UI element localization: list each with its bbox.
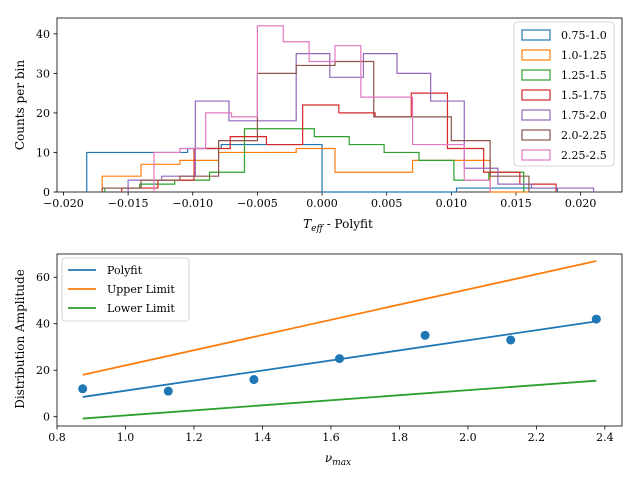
amplitude-x-tick-label: 1.6	[322, 431, 340, 444]
amplitude-y-ticks: 0 20 40 60	[36, 271, 57, 424]
amplitude-y-tick-label: 0	[43, 411, 50, 424]
amplitude-x-ticks: 0.8 1.0 1.2 1.4 1.6 1.8 2.0 2.2 2.4	[48, 426, 614, 444]
histogram-legend-label: 2.25-2.5	[561, 149, 607, 162]
histogram-legend: 0.75-1.0 1.0-1.25 1.25-1.5 1.5-1.75 1.75-2.0…	[513, 21, 615, 167]
histogram-y-tick-label: 0	[43, 186, 50, 199]
amplitude-y-tick-label: 60	[36, 271, 50, 284]
histogram-legend-label: 1.75-2.0	[561, 109, 607, 122]
amplitude-axes-frame	[56, 253, 623, 427]
amplitude-data-point	[78, 384, 88, 394]
histogram-legend-swatch	[521, 29, 551, 41]
amplitude-x-tick-label: 1.0	[117, 431, 135, 444]
histogram-legend-swatch	[521, 109, 551, 121]
histogram-step-1.25-1.5	[104, 128, 525, 192]
histogram-step-1.75-2.0	[127, 52, 595, 192]
amplitude-y-axis-label: Distribution Amplitude	[13, 269, 27, 409]
histogram-legend-label: 2.0-2.25	[561, 129, 607, 142]
histogram-legend-swatch	[521, 49, 551, 61]
amplitude-y-tick-label: 20	[36, 364, 50, 377]
amplitude-data-point	[163, 386, 173, 396]
histogram-y-axis-label: Counts per bin	[13, 60, 27, 151]
histogram-x-tick-label: −0.005	[237, 197, 278, 210]
amplitude-line-upper-limit	[82, 260, 597, 376]
histogram-legend-swatch	[521, 69, 551, 81]
amplitude-x-tick-label: 2.2	[528, 431, 546, 444]
amplitude-data-point	[420, 330, 430, 340]
amplitude-x-tick-label: 1.8	[391, 431, 409, 444]
histogram-legend-label: 1.0-1.25	[561, 49, 607, 62]
histogram-x-tick-label: 0.015	[500, 197, 532, 210]
histogram-legend-label: 1.5-1.75	[561, 89, 607, 102]
histogram-x-tick-label: 0.010	[436, 197, 468, 210]
amplitude-legend-box	[61, 257, 190, 322]
histogram-step-1.0-1.25	[101, 147, 529, 193]
histogram-x-axis-label: Teff - Polyfit	[303, 217, 373, 234]
histogram-legend-swatch	[521, 129, 551, 141]
amplitude-data-point	[506, 335, 516, 345]
amplitude-legend-label: Lower Limit	[107, 302, 175, 315]
histogram-y-tick-label: 40	[36, 28, 50, 41]
histogram-legend-swatch	[521, 149, 551, 161]
histogram-x-tick-label: −0.010	[172, 197, 213, 210]
histogram-x-tick-label: 0.005	[371, 197, 403, 210]
amplitude-y-tick-label: 40	[36, 318, 50, 331]
amplitude-legend-label: Polyfit	[107, 264, 143, 277]
amplitude-series	[78, 260, 601, 420]
histogram-series	[86, 25, 595, 193]
histogram-legend-label: 1.25-1.5	[561, 69, 607, 82]
histogram-step-1.5-1.75	[121, 92, 557, 192]
histogram-x-tick-label: 0.020	[565, 197, 597, 210]
histogram-step-2.0-2.25	[101, 60, 530, 192]
amplitude-data-point	[335, 354, 344, 364]
histogram-panel: −0.020 −0.015 −0.010 −0.005 0.000 0.005 0.010 0…	[13, 17, 623, 234]
histogram-x-tick-label: 0.000	[306, 197, 338, 210]
amplitude-x-axis-label: νmax	[325, 451, 351, 468]
histogram-legend-label: 0.75-1.0	[561, 29, 607, 42]
histogram-step-2.25-2.5	[153, 25, 491, 192]
histogram-x-tick-label: −0.015	[108, 197, 149, 210]
histogram-y-ticks: 0 10 20 30 40	[36, 28, 57, 199]
amplitude-line-lower-limit	[82, 379, 597, 420]
histogram-x-ticks: −0.020 −0.015 −0.010 −0.005 0.000 0.005 0.010 0…	[43, 192, 596, 210]
amplitude-x-tick-label: 1.2	[185, 431, 203, 444]
histogram-x-tick-label: −0.020	[43, 197, 84, 210]
amplitude-x-tick-label: 0.8	[48, 431, 66, 444]
amplitude-x-tick-label: 2.4	[596, 431, 614, 444]
amplitude-legend: Polyfit Upper Limit Lower Limit	[61, 257, 190, 322]
histogram-y-tick-label: 30	[36, 67, 50, 80]
amplitude-x-tick-label: 2.0	[459, 431, 477, 444]
amplitude-data-point	[591, 314, 601, 324]
histogram-legend-swatch	[521, 89, 551, 101]
amplitude-panel: 0.8 1.0 1.2 1.4 1.6 1.8 2.0 2.2 2.4 0 20 40 60 Dist…	[13, 253, 623, 468]
amplitude-x-tick-label: 1.4	[254, 431, 272, 444]
histogram-y-tick-label: 10	[36, 146, 50, 159]
histogram-y-tick-label: 20	[36, 107, 50, 120]
amplitude-legend-label: Upper Limit	[107, 283, 175, 296]
amplitude-data-point	[249, 375, 259, 385]
